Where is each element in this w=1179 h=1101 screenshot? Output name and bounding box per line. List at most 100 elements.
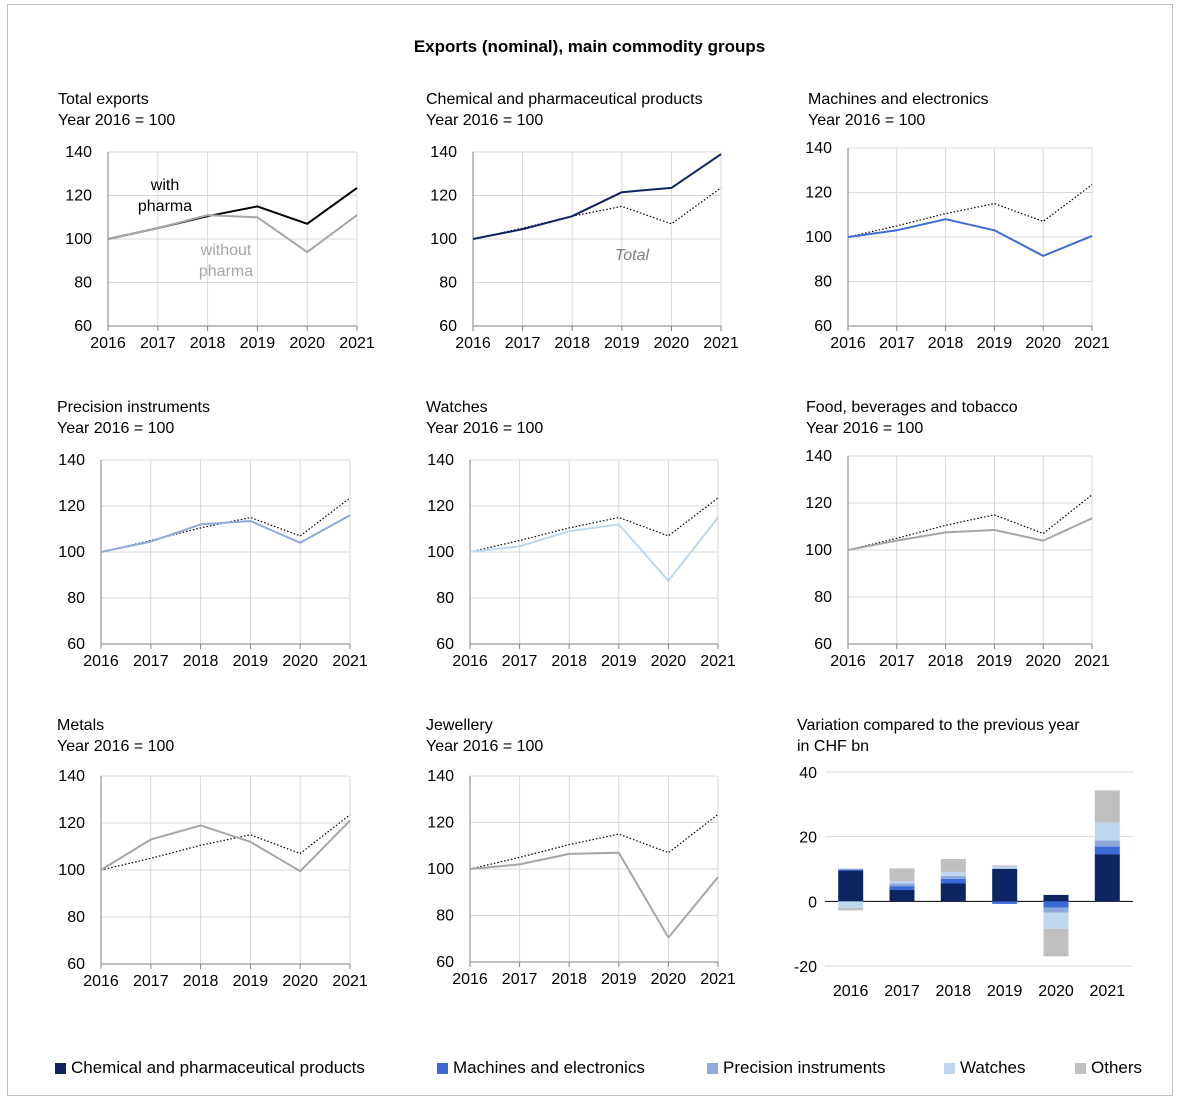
legend-label: Precision instruments [723,1058,886,1077]
x-tick-label: 2019 [233,973,269,990]
x-tick-label: 2016 [83,653,119,670]
bar-segment [1094,790,1120,823]
bar-segment [1094,822,1120,841]
x-tick-label: 2021 [339,335,375,352]
x-tick-label: 2016 [90,335,126,352]
bar-segment [992,868,1018,869]
line-chart-7: 60 80 100 120 140 2016 2017 2018 2019 2020 2021 [427,768,736,988]
legend-swatch-chemical [55,1062,66,1074]
y-tick-label: 0 [808,894,817,911]
legend-swatch-machines [437,1062,448,1074]
x-tick-label: 2018 [551,653,587,670]
panel-title: Watches [426,399,488,416]
x-tick-label: 2018 [554,335,590,352]
y-tick-label: 80 [436,908,454,925]
x-tick-label: 2017 [502,971,538,988]
y-tick-label: 60 [67,636,85,653]
y-tick-label: 100 [427,544,454,561]
series-line-without_pharma [107,214,358,254]
y-tick-label: 140 [58,452,85,469]
x-tick-label: 2016 [830,335,866,352]
line-chart-2: 60 80 100 120 140 2016 2017 2018 2019 2020 2021 [805,140,1110,352]
bar-segment [940,883,966,902]
x-tick-label: 2017 [140,335,176,352]
y-tick-label: 100 [65,231,92,248]
bar-segment [889,883,915,887]
y-tick-label: 100 [805,542,832,559]
series-line-total [469,497,719,553]
bar-segment [940,859,966,872]
series-line-precision [100,514,351,553]
panel-title: Machines and electronics [808,91,989,108]
x-tick-label: 2021 [1074,653,1110,670]
y-tick-label: 60 [439,318,457,335]
y-tick-label: 40 [799,765,817,782]
bar-segment [889,881,915,884]
panel-title: Total exports [58,91,149,108]
series-line-chemical [472,153,722,240]
legend-item-others: Others [1075,1058,1142,1078]
bar-segment [838,901,864,908]
x-tick-label: 2016 [452,653,488,670]
panel-title: Precision instruments [57,399,210,416]
bar-chart-variation: -20 0 20 40 2016 2017 2018 2019 2020 2021 [794,765,1133,1000]
bar-segment [992,869,1018,902]
y-tick-label: 60 [436,636,454,653]
y-tick-label: 60 [814,636,832,653]
panel-title-chemical: Chemical and pharmaceutical products Yea… [426,89,703,131]
x-tick-label: 2020 [1025,653,1061,670]
panel-title-food: Food, beverages and tobacco Year 2016 = … [806,397,1018,439]
panel-subtitle: Year 2016 = 100 [426,420,544,437]
panel-subtitle: in CHF bn [797,738,870,755]
x-tick-label: 2019 [601,971,637,988]
y-tick-label: 140 [427,452,454,469]
x-tick-label: 2018 [190,335,226,352]
x-tick-label: 2016 [83,973,119,990]
legend-item-machines: Machines and electronics [437,1058,645,1078]
line-chart-4: 60 80 100 120 140 2016 2017 2018 2019 2020 2021 [427,452,736,670]
y-tick-label: 140 [65,144,92,161]
bar-segment [992,901,1018,904]
bar-segment [1094,854,1120,902]
series-line-watches [469,516,719,582]
x-tick-label: 2020 [1025,335,1061,352]
y-tick-label: 60 [67,956,85,973]
x-tick-label: 2020 [1038,983,1074,1000]
x-tick-label: 2018 [183,653,219,670]
x-tick-label: 2017 [133,973,169,990]
panel-title-precision: Precision instruments Year 2016 = 100 [57,397,210,439]
chart-frame [7,4,1173,1096]
y-tick-label: 140 [430,144,457,161]
y-tick-label: 60 [74,318,92,335]
bar-segment [838,869,864,871]
x-tick-label: 2018 [183,973,219,990]
x-tick-label: 2019 [233,653,269,670]
y-tick-label: 80 [814,274,832,291]
x-tick-label: 2016 [830,653,866,670]
line-chart-6: 60 80 100 120 140 2016 2017 2018 2019 2020 2021 [58,768,368,990]
x-tick-label: 2020 [289,335,325,352]
bar-segment [889,890,915,902]
panel-subtitle: Year 2016 = 100 [57,420,175,437]
x-tick-label: 2016 [452,971,488,988]
line-chart-0: 60 80 100 120 140 2016 2017 2018 2019 2020 2021 [65,144,375,352]
y-tick-label: 120 [427,815,454,832]
y-tick-label: 80 [67,909,85,926]
bar-segment [889,886,915,890]
x-tick-label: 2019 [604,335,640,352]
y-tick-label: 60 [436,954,454,971]
series-line-metals [100,819,351,873]
y-tick-label: 80 [67,590,85,607]
panel-title-machines: Machines and electronics Year 2016 = 100 [808,89,989,131]
x-tick-label: 2017 [505,335,541,352]
x-tick-label: 2017 [879,335,915,352]
bar-segment [838,868,864,870]
panel-title-metals: Metals Year 2016 = 100 [57,715,174,757]
x-tick-label: 2018 [928,335,964,352]
panel-subtitle: Year 2016 = 100 [426,738,544,755]
legend-label: Others [1091,1058,1143,1077]
annotation-with-pharma: pharma [138,198,192,215]
x-tick-label: 2019 [977,335,1013,352]
x-tick-label: 2018 [936,983,972,1000]
